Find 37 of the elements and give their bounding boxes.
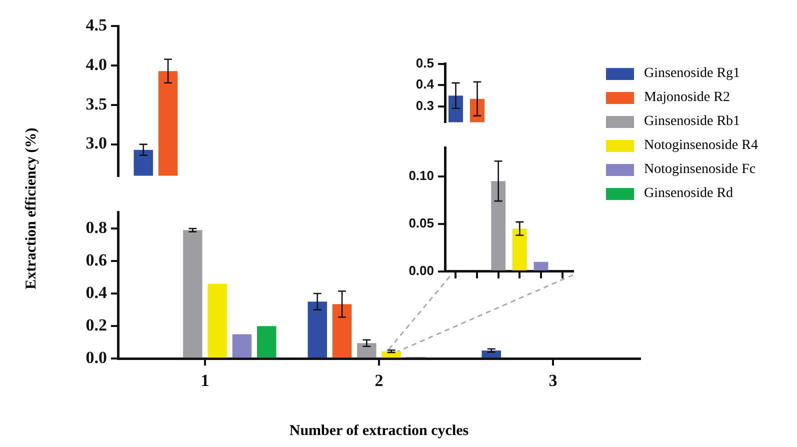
legend-label: Ginsenoside Rg1 [644, 66, 740, 82]
legend-label: Notoginsenoside R4 [644, 138, 758, 154]
bar [308, 302, 327, 358]
y-tick-label: 0.6 [86, 250, 107, 270]
bar [534, 262, 548, 270]
y-tick-label: 0.00 [408, 262, 434, 278]
bar [491, 181, 506, 270]
y-tick-label: 0.10 [408, 168, 434, 183]
y-tick-label: 0.8 [86, 218, 107, 237]
y-tick-label: 0.4 [416, 76, 435, 92]
bar [257, 326, 276, 358]
y-tick-label: 0.0 [86, 348, 107, 367]
legend-label: Ginsenoside Rd [644, 186, 734, 202]
x-tick-label: 3 [548, 371, 558, 390]
y-tick-label: 4.5 [86, 16, 107, 35]
y-tick-label: 4.0 [86, 54, 107, 74]
y-tick-label: 0.2 [86, 315, 107, 334]
legend-label: Notoginsenoside Fc [644, 162, 756, 178]
bar [232, 334, 252, 358]
x-axis-title: Number of extraction cycles [288, 423, 470, 440]
x-tick-label: 1 [200, 371, 210, 390]
y-axis-title: Extraction efficiency (%) [24, 126, 40, 292]
bar [332, 304, 352, 358]
y-tick-label: 0.4 [86, 282, 108, 302]
y-tick-label: 3.5 [86, 94, 107, 114]
y-tick-label: 0.05 [408, 215, 434, 230]
y-tick-label: 0.5 [416, 55, 434, 70]
bar [183, 230, 202, 358]
bar [512, 228, 527, 270]
bar [208, 284, 227, 358]
y-tick-label: 0.3 [416, 98, 434, 113]
bar [482, 350, 501, 358]
y-tick-label: 3.0 [86, 134, 107, 153]
x-tick-label: 2 [374, 371, 384, 390]
bar [357, 343, 376, 358]
legend-label: Majonoside R2 [644, 90, 730, 106]
legend-label: Ginsenoside Rb1 [644, 114, 740, 130]
